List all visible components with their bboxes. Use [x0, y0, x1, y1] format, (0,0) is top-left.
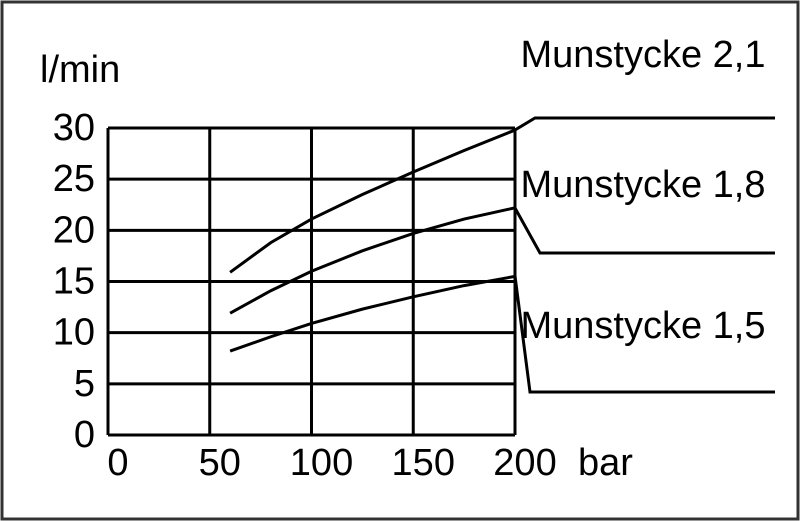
y-tick-label: 30: [53, 107, 95, 149]
legend-label: Munstycke 2,1: [520, 34, 766, 76]
series-line: [229, 206, 516, 315]
x-tick-label: 0: [107, 442, 128, 484]
leader-line: [514, 116, 775, 132]
legend-label: Munstycke 1,5: [520, 305, 766, 347]
x-tick-label: 200: [493, 442, 556, 484]
leader-line: [513, 207, 775, 255]
y-tick-label: 5: [74, 363, 95, 405]
y-axis-label: l/min: [40, 49, 120, 91]
x-axis-label: bar: [578, 442, 633, 484]
leader-line: [513, 275, 775, 394]
series-line: [229, 128, 516, 274]
x-tick-label: 50: [199, 442, 241, 484]
y-tick-label: 25: [53, 158, 95, 200]
y-tick-label: 10: [53, 312, 95, 354]
x-tick-label: 100: [290, 442, 353, 484]
x-tick-label: 150: [392, 442, 455, 484]
legend-label: Munstycke 1,8: [520, 164, 766, 206]
y-tick-label: 15: [53, 261, 95, 303]
y-tick-label: 20: [53, 209, 95, 251]
y-tick-label: 0: [74, 414, 95, 456]
series-line: [229, 274, 516, 353]
